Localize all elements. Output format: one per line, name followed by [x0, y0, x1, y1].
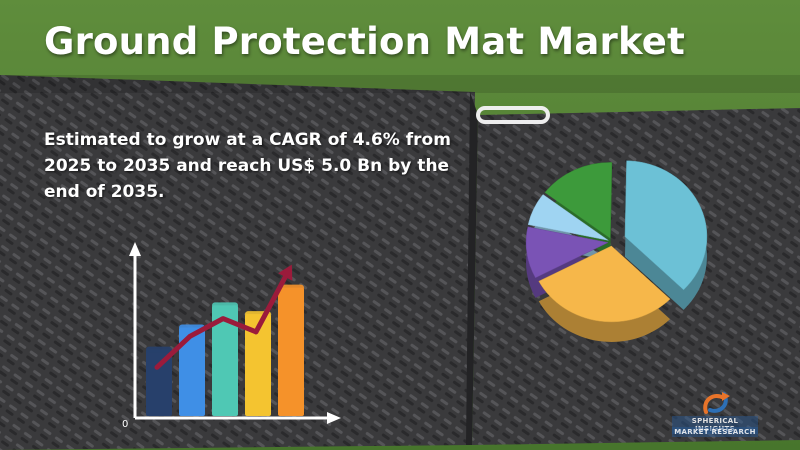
y-tick-label: 0	[122, 419, 129, 430]
bar	[245, 314, 271, 416]
pie-slice	[538, 245, 671, 323]
bar-cap	[212, 302, 238, 309]
market-summary: Estimated to grow at a CAGR of 4.6% from…	[44, 130, 451, 202]
bar-cap	[278, 284, 304, 291]
company-logo: SPHERICAL INSIGHTS MARKET RESEARCH	[672, 388, 758, 438]
chart-axes	[129, 242, 341, 424]
y-axis-arrow	[129, 242, 141, 256]
arrow-swirl-logo-icon	[703, 392, 730, 414]
ground-mat-left	[0, 75, 475, 450]
pie-slice	[525, 226, 609, 279]
trend-arrow-head	[278, 264, 293, 281]
logo-text-line2: MARKET RESEARCH	[672, 427, 758, 437]
bar	[278, 287, 304, 416]
mat-handle	[476, 106, 550, 124]
trend-line	[154, 267, 292, 370]
bar	[179, 327, 205, 416]
pie-slice	[527, 194, 609, 241]
logo-text-line1: SPHERICAL INSIGHTS	[672, 416, 758, 434]
pie-slice	[544, 162, 613, 239]
page-title: Ground Protection Mat Market	[44, 20, 685, 63]
bar	[212, 305, 238, 416]
pie-slice	[624, 160, 708, 291]
bar-cap	[146, 346, 172, 353]
x-axis-arrow	[327, 412, 341, 424]
bar	[146, 349, 172, 416]
